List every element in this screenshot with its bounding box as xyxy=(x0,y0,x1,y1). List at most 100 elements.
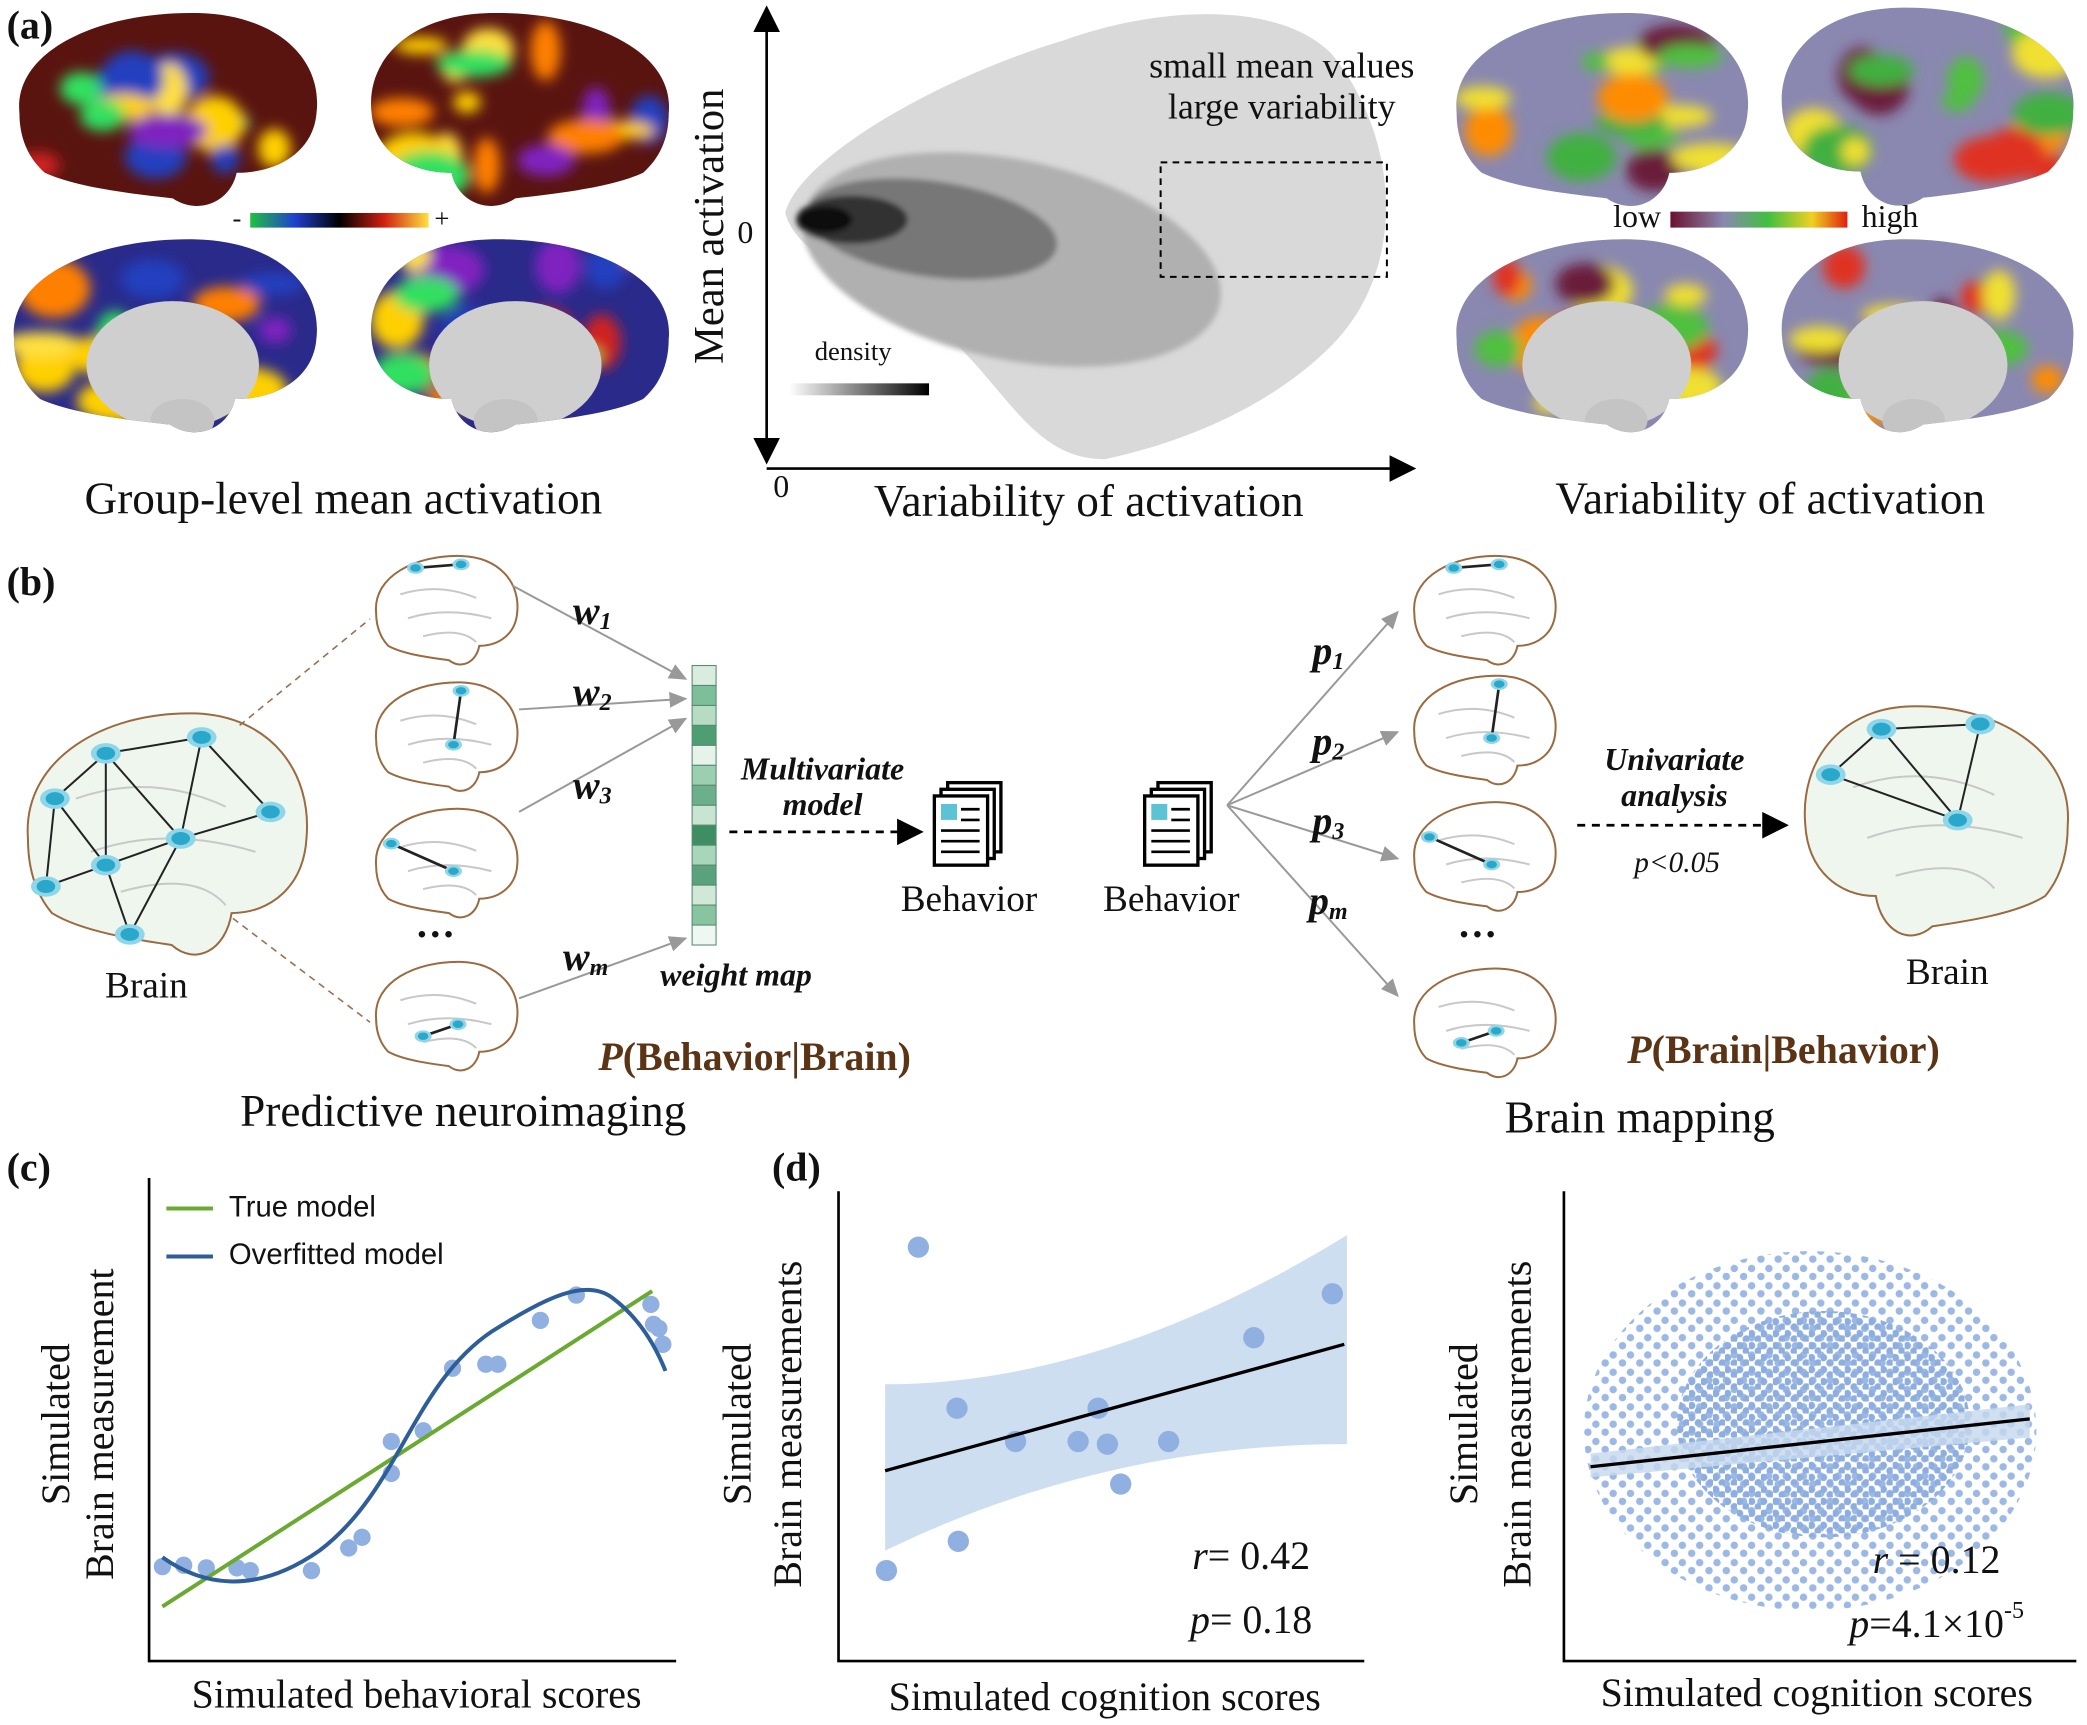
label: high xyxy=(1862,199,1919,234)
stat: p=4.1×10-5 xyxy=(1846,1597,2024,1646)
arrow xyxy=(518,717,688,813)
node xyxy=(448,740,459,749)
blob xyxy=(120,259,185,299)
label: model xyxy=(783,787,863,822)
arrow xyxy=(1226,804,1400,862)
panel-label: (c) xyxy=(7,1144,51,1189)
symbol: p xyxy=(1846,1601,1869,1646)
symbol: p xyxy=(1187,1597,1210,1642)
arrow xyxy=(1226,804,1399,998)
node xyxy=(455,560,467,569)
weight-label: p1 xyxy=(1309,628,1344,674)
node xyxy=(1486,734,1497,742)
weight-cell xyxy=(691,744,717,766)
blob xyxy=(2013,92,2074,136)
gyrus xyxy=(1445,731,1530,740)
gyrus xyxy=(422,1037,477,1049)
node xyxy=(1493,680,1505,688)
panel-label: (d) xyxy=(772,1144,821,1189)
node xyxy=(120,927,140,941)
stat: r = 0.12 xyxy=(1873,1537,2001,1582)
medial-wall xyxy=(1522,301,1692,429)
document-mark xyxy=(1151,803,1168,820)
blob xyxy=(397,239,431,272)
scatter-point xyxy=(302,1561,321,1580)
node xyxy=(455,687,467,695)
brain-outline xyxy=(376,809,518,918)
weight-label: wm xyxy=(563,934,608,980)
gyrus xyxy=(407,1017,492,1026)
gyrus xyxy=(400,714,477,726)
blob xyxy=(1546,133,1617,182)
blob xyxy=(547,119,625,154)
blob xyxy=(1456,86,1512,110)
blob xyxy=(1464,105,1513,157)
blob xyxy=(258,317,292,344)
panel-label: (b) xyxy=(7,559,56,604)
brain-outline xyxy=(28,713,307,954)
blob xyxy=(1555,263,1615,305)
stat: p= 0.18 xyxy=(1187,1597,1312,1642)
blob xyxy=(517,144,575,177)
weight-label: w2 xyxy=(573,669,612,715)
node xyxy=(1424,833,1435,841)
blob xyxy=(1599,47,1658,76)
true-model xyxy=(161,1289,654,1609)
node xyxy=(1970,717,1990,731)
node xyxy=(417,1032,429,1040)
axis-label: Brain measurement xyxy=(77,1268,122,1579)
arrow xyxy=(518,936,688,1000)
scatter-point xyxy=(1110,1473,1132,1495)
axis-label: Brain measurements xyxy=(1494,1261,1539,1588)
subscript: m xyxy=(1329,899,1348,925)
blob xyxy=(394,37,448,55)
blob xyxy=(535,239,581,294)
axes xyxy=(837,1191,1365,1663)
node xyxy=(261,805,280,819)
brain-map xyxy=(19,12,318,206)
axis-label: Simulated xyxy=(33,1343,78,1505)
colorbar xyxy=(250,212,429,228)
value: = 0.18 xyxy=(1210,1597,1312,1642)
blob xyxy=(1657,44,1723,69)
blob xyxy=(473,137,501,194)
connection xyxy=(1956,723,1982,821)
node xyxy=(192,730,211,744)
scatter-point xyxy=(241,1561,259,1580)
density-core xyxy=(795,152,1221,367)
blob xyxy=(389,151,470,201)
node xyxy=(1493,560,1505,569)
symbol: p xyxy=(1306,878,1329,923)
blob xyxy=(585,243,627,289)
legend-label: True model xyxy=(229,1190,376,1223)
blob xyxy=(371,98,435,127)
blob xyxy=(59,72,102,105)
brain-outline xyxy=(376,556,518,665)
gyrus xyxy=(1461,1044,1516,1056)
node xyxy=(96,858,116,872)
axis-label: Simulated cognition scores xyxy=(1601,1670,2033,1715)
brain-blobs xyxy=(19,51,291,179)
scatter-point xyxy=(1096,1433,1119,1455)
weight-label: p3 xyxy=(1309,798,1344,844)
gyrus xyxy=(422,884,477,896)
medial-wall xyxy=(429,301,602,429)
connection xyxy=(1880,728,1959,821)
brain-map xyxy=(13,239,317,433)
gyrus xyxy=(400,588,477,599)
medial-wall xyxy=(86,301,260,429)
brain-map xyxy=(1456,239,1749,433)
blob xyxy=(1960,281,1990,314)
brain-label: Brain xyxy=(105,965,188,1006)
formula: P(Behavior|Brain) xyxy=(597,1034,911,1079)
subscript: 2 xyxy=(1331,739,1344,765)
blob xyxy=(19,152,60,179)
weight-cell xyxy=(691,904,717,926)
node xyxy=(96,746,116,760)
gyrus xyxy=(422,631,477,643)
connection xyxy=(1490,683,1501,739)
symbol: p xyxy=(1309,798,1332,843)
scatter-point xyxy=(875,1559,898,1582)
label: weight map xyxy=(660,958,812,993)
scatter-point xyxy=(382,1432,400,1451)
